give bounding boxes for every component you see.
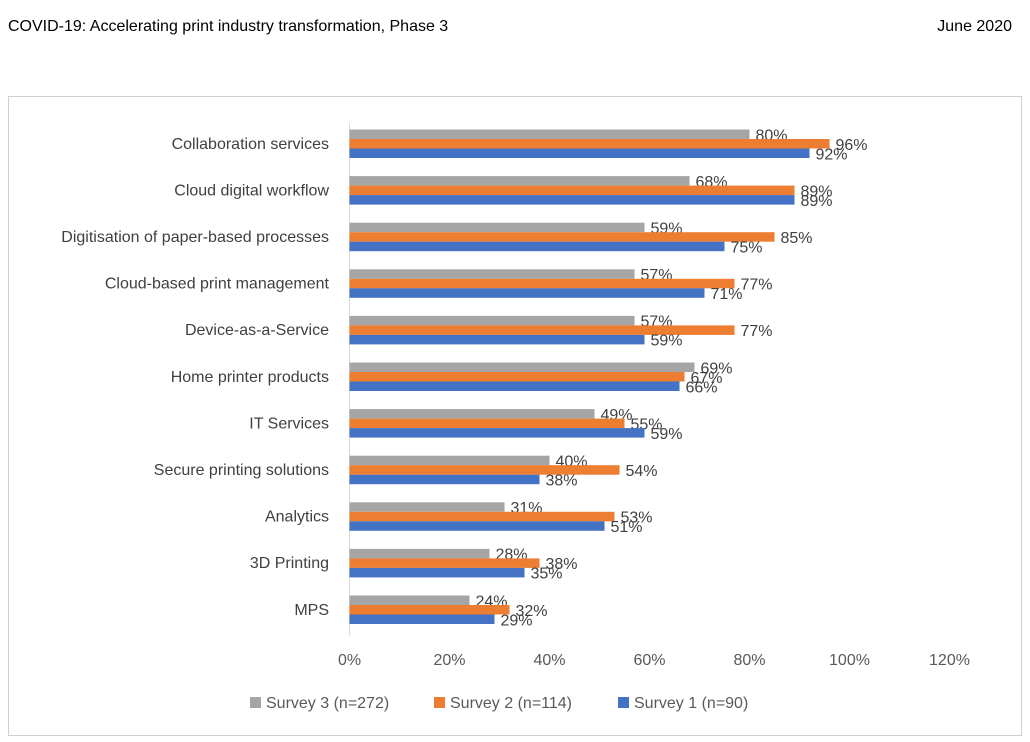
- bar: [349, 185, 795, 196]
- bar: [349, 232, 775, 242]
- bar: [349, 222, 645, 233]
- data-label: 77%: [741, 277, 773, 294]
- bar: [349, 465, 620, 475]
- bar: [349, 455, 550, 466]
- bar: [349, 605, 510, 615]
- category-label: Home printer products: [171, 369, 329, 386]
- bar: [349, 269, 635, 279]
- bar: [349, 362, 695, 372]
- bar: [349, 511, 615, 522]
- bar: [349, 428, 645, 438]
- category-label: MPS: [294, 602, 329, 619]
- bar: [349, 502, 505, 512]
- chart-area: Collaboration services 80% 96% 92% Cloud dig…: [8, 96, 1022, 736]
- bar: [349, 334, 645, 345]
- data-label: 67%: [691, 370, 723, 387]
- data-label: 66%: [686, 379, 718, 396]
- category-label: Collaboration services: [172, 136, 329, 153]
- bar: [349, 288, 705, 298]
- data-label: 35%: [531, 566, 563, 583]
- data-label: 89%: [801, 193, 833, 210]
- bar: [349, 521, 605, 531]
- data-label: 92%: [816, 146, 848, 163]
- legend-label: Survey 3 (n=272): [266, 695, 389, 712]
- bar: [349, 595, 470, 605]
- data-label: 96%: [836, 137, 868, 154]
- data-label: 59%: [651, 333, 683, 350]
- category-label: Cloud-based print management: [105, 276, 330, 293]
- x-tick-label: 20%: [433, 652, 465, 669]
- category-label: Cloud digital workflow: [174, 182, 329, 199]
- category-label: Secure printing solutions: [154, 462, 329, 479]
- page-header-date: June 2020: [937, 18, 1012, 35]
- data-label: 59%: [651, 426, 683, 443]
- bar: [349, 418, 625, 429]
- legend-swatch: [618, 697, 629, 708]
- data-label: 32%: [516, 603, 548, 620]
- bar: [349, 567, 525, 578]
- data-label: 53%: [621, 510, 653, 527]
- bar: [349, 614, 495, 624]
- bar: [349, 474, 540, 485]
- x-tick-label: 0%: [338, 652, 361, 669]
- data-label: 38%: [546, 556, 578, 573]
- bar: [349, 409, 595, 419]
- bar: [349, 129, 750, 139]
- legend-label: Survey 1 (n=90): [634, 695, 748, 712]
- bar: [349, 381, 680, 391]
- x-tick-label: 80%: [733, 652, 765, 669]
- data-label: 29%: [501, 612, 533, 629]
- bar-chart: Collaboration services 80% 96%92% Cloud dig…: [61, 123, 970, 712]
- category-label: Device-as-a-Service: [185, 322, 329, 339]
- data-label: 71%: [711, 286, 743, 303]
- data-label: 38%: [546, 472, 578, 489]
- x-tick-label: 60%: [633, 652, 665, 669]
- x-tick-label: 40%: [533, 652, 565, 669]
- bar: [349, 139, 830, 149]
- category-label: 3D Printing: [250, 555, 329, 572]
- legend-label: Survey 2 (n=114): [450, 695, 572, 712]
- bar: [349, 176, 690, 186]
- data-label: 89%: [801, 183, 833, 200]
- category-label: Analytics: [265, 509, 329, 526]
- bar: [349, 148, 810, 158]
- bar: [349, 325, 735, 335]
- data-label: 54%: [626, 463, 658, 480]
- data-label: 69%: [701, 360, 733, 377]
- category-label: IT Services: [249, 415, 329, 432]
- data-label: 75%: [731, 239, 763, 256]
- legend-swatch: [250, 697, 261, 708]
- x-tick-label: 100%: [829, 652, 870, 669]
- data-label: 85%: [781, 230, 813, 247]
- x-tick-label: 120%: [929, 652, 970, 669]
- data-label: 51%: [611, 519, 643, 536]
- bar: [349, 548, 490, 559]
- bar: [349, 315, 635, 326]
- bar: [349, 195, 795, 205]
- bar: [349, 241, 725, 252]
- bar: [349, 278, 735, 289]
- category-label: Digitisation of paper-based processes: [61, 229, 329, 246]
- data-label: 77%: [741, 323, 773, 340]
- bar: [349, 372, 685, 382]
- bar: [349, 558, 540, 568]
- legend-swatch: [434, 697, 445, 708]
- page-header-title: COVID-19: Accelerating print industry tr…: [8, 18, 449, 35]
